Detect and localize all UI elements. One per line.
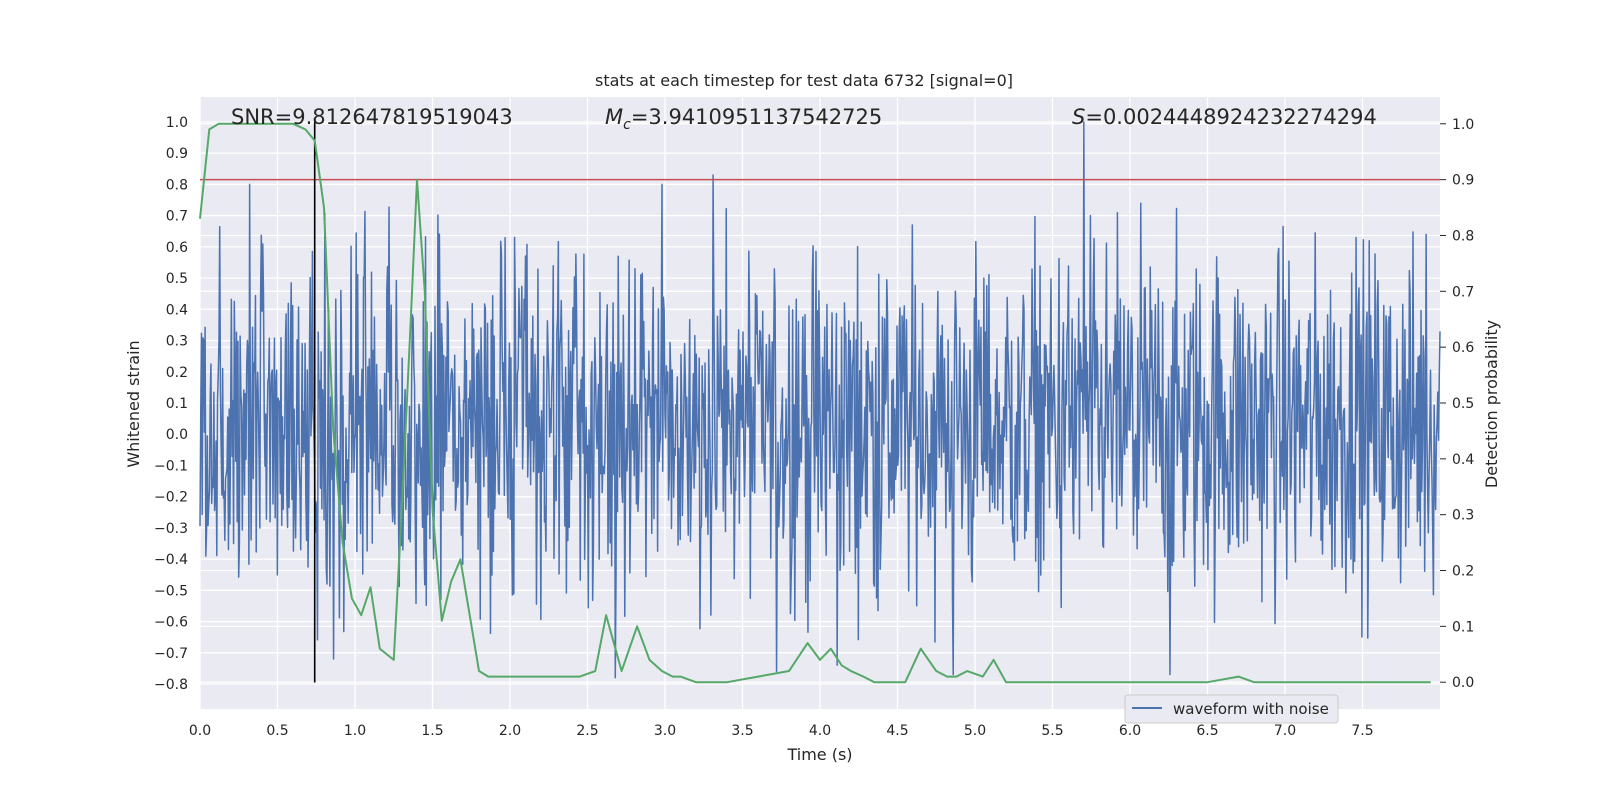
s-annotation: S=0.0024448924232274294: [1072, 105, 1377, 129]
x-tick-label: 2.5: [576, 723, 598, 739]
detection-probability-line: [199, 122, 1431, 684]
chirp-mass-symbol: M: [605, 105, 623, 129]
y-tick-label: 0.2: [166, 365, 188, 381]
detection-probability-series: [199, 122, 1431, 684]
s-value: =0.0024448924232274294: [1085, 105, 1377, 129]
x-axis-label: Time (s): [786, 745, 852, 764]
overlay-lines: [200, 121, 1440, 683]
right-y-tick-label: 0.9: [1452, 173, 1474, 189]
y-tick-label: −0.5: [154, 583, 188, 599]
right-y-tick-label: 0.8: [1452, 228, 1474, 244]
x-tick-label: 1.5: [421, 723, 443, 739]
y-tick-label: 0.7: [166, 209, 188, 225]
y-tick-label: −0.7: [154, 646, 188, 662]
y-tick-label: 0.0: [166, 427, 188, 443]
right-y-tick-label: 0.4: [1452, 452, 1474, 468]
y-tick-label: 1.0: [166, 115, 188, 131]
legend-label-waveform: waveform with noise: [1173, 700, 1329, 718]
y-tick-label: −0.6: [154, 615, 188, 631]
right-y-tick-label: 1.0: [1452, 117, 1474, 133]
y-tick-label: 0.4: [166, 302, 188, 318]
y-tick-label: 0.8: [166, 177, 188, 193]
legend-box: [1124, 694, 1339, 724]
snr-annotation: SNR=9.812647819519043: [231, 105, 513, 129]
y-tick-label: 0.3: [166, 334, 188, 350]
y-tick-label: 0.6: [166, 240, 188, 256]
right-y-axis-label: Detection probability: [1482, 320, 1501, 488]
x-tick-label: 1.0: [344, 723, 366, 739]
x-tick-label: 0.5: [266, 723, 288, 739]
x-tick-label: 4.5: [886, 723, 908, 739]
chart-title: stats at each timestep for test data 673…: [595, 71, 1013, 90]
right-y-tick-label: 0.5: [1452, 396, 1474, 412]
x-tick-label: 3.0: [654, 723, 676, 739]
y-tick-label: −0.2: [154, 490, 188, 506]
y-tick-label: 0.1: [166, 396, 188, 412]
right-y-tick-label: 0.2: [1452, 564, 1474, 580]
y-tick-label: −0.1: [154, 458, 188, 474]
legend: waveform with noise: [1124, 694, 1339, 724]
chirp-mass-value: =3.9410951137542725: [631, 105, 882, 129]
y-tick-label: −0.4: [154, 552, 188, 568]
y-tick-label: −0.3: [154, 521, 188, 537]
x-tick-label: 7.5: [1351, 723, 1373, 739]
noise-waveform-series: [199, 121, 1441, 679]
noise-waveform-line: [199, 121, 1441, 679]
x-tick-label: 6.5: [1196, 723, 1218, 739]
x-tick-label: 2.0: [499, 723, 521, 739]
axes: 0.0 0.5 1.0 1.5 2.0 2.5 3.0 3.5 4.0 4.5 5.0 5.5 6.0 6…: [154, 115, 1474, 739]
chirp-mass-annotation: Mc=3.9410951137542725: [605, 105, 882, 133]
x-tick-label: 5.0: [964, 723, 986, 739]
x-tick-label: 6.0: [1119, 723, 1141, 739]
s-symbol: S: [1072, 105, 1085, 129]
x-tick-label: 7.0: [1274, 723, 1296, 739]
y-axis-label: Whitened strain: [124, 340, 143, 467]
right-y-tick-label: 0.3: [1452, 508, 1474, 524]
right-y-tick-label: 0.1: [1452, 619, 1474, 635]
x-tick-label: 0.0: [189, 723, 211, 739]
chirp-mass-subscript: c: [623, 117, 631, 133]
x-tick-label: 4.0: [809, 723, 831, 739]
y-tick-label: −0.8: [154, 677, 188, 693]
x-tick-label: 5.5: [1041, 723, 1063, 739]
y-tick-label: 0.9: [166, 146, 188, 162]
y-tick-label: 0.5: [166, 271, 188, 287]
x-tick-label: 3.5: [731, 723, 753, 739]
right-y-tick-label: 0.0: [1452, 675, 1474, 691]
right-y-tick-label: 0.6: [1452, 340, 1474, 356]
right-y-tick-label: 0.7: [1452, 284, 1474, 300]
